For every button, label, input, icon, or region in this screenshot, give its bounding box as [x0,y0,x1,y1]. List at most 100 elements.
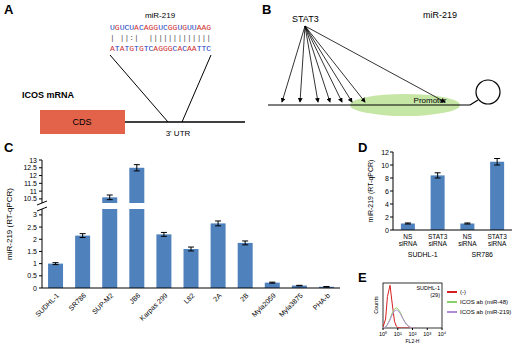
bar [211,223,226,288]
error-cap [134,170,140,171]
hairpin-loop [476,80,500,104]
x-tick-label: NSsiRNA [458,233,477,247]
x-tick-label: NSsiRNA [399,233,418,247]
x-tick-label: Karpas 299 [138,292,169,323]
utr-line [125,121,245,123]
error-cap [215,220,221,221]
binding-arrow [300,26,305,102]
pairing: | ||:| ||||||||||||| [110,33,211,42]
plot-area [48,165,334,288]
error-cap [188,247,194,248]
error-bar [296,285,302,286]
binding-arrow [305,26,318,102]
error-bar [215,221,221,226]
x-tick [412,328,413,330]
x-tick-label: JB6 [128,292,142,306]
error-bar [161,232,167,236]
y-tick-label: 13 [29,157,37,164]
y-tick-label: 11 [30,188,37,195]
cds-label: CDS [72,117,91,127]
error-cap [80,237,86,238]
binding-arrow [305,26,445,102]
error-cap [405,224,411,225]
y-tick [39,191,42,192]
error-cap [296,285,302,286]
base: C [206,44,211,53]
x-tick-label: STAT3siRNA [428,233,448,247]
y-tick-label: 12 [29,172,37,179]
error-cap [161,236,167,237]
bar [48,264,63,288]
error-stem [218,221,219,226]
mirna-label: miR-219 [145,11,176,20]
error-cap [161,232,167,233]
factor-label: STAT3 [292,14,319,24]
panel-letter: E [358,270,367,285]
y-tick [390,178,393,179]
error-cap [435,172,441,173]
y-tick [39,227,42,228]
y-tick-label: 12.5 [23,164,37,171]
y-tick [390,152,393,153]
x-tick-label: SR786 [67,292,87,312]
x-tick [383,328,384,330]
label-line: siRNA [428,240,447,247]
bar [460,224,474,231]
bar [265,283,280,288]
y-tick-label: 2.5 [27,224,37,231]
error-cap [107,199,113,200]
label-line: NS [403,233,413,240]
panel-letter: B [262,2,271,17]
bar [129,168,144,288]
y-tick-label: 10.5 [23,195,37,202]
label-line: SUDHL-1 [416,285,440,291]
target-sequence: ATATGTGTCAGGGCACAATTC [110,44,211,53]
x-tick-label: 2B [239,292,250,303]
plot-area [401,159,504,231]
x-tick-label: 10¹ [394,331,402,337]
x-tick-label: 10³ [423,331,431,337]
x-tick-label: 10⁰ [379,331,387,337]
binding-arrow [305,26,342,102]
error-cap [405,222,411,223]
y-tick [39,239,42,240]
error-cap [464,222,470,223]
y-tick-label: 8 [385,175,389,182]
binding-arrow [305,26,365,102]
error-stem [191,247,192,251]
group-label: SR786 [472,251,494,258]
x-tick-label: SUP-M2 [91,292,115,316]
error-cap [464,224,470,225]
error-cap [269,283,275,284]
y-tick-label: 0 [33,285,37,292]
label-line: STAT3 [428,233,448,240]
panel-letter: D [358,140,367,155]
bar [490,162,504,230]
axis-break [36,203,340,209]
gene-label: ICOS mRNA [22,90,75,100]
x-tick [397,328,398,330]
x-axis-label: FL2-H [406,338,420,344]
label-line: STAT3 [487,233,507,240]
x-axis [42,288,340,289]
x-tick [442,328,443,330]
x-tick [427,328,428,330]
y-tick [39,160,42,161]
error-cap [296,285,302,286]
bar [238,243,253,288]
base: | [206,33,211,42]
error-cap [323,286,329,287]
error-cap [107,195,113,196]
x-tick-label: Myla3875 [278,292,305,319]
error-bar [242,241,248,245]
error-bar [134,165,140,171]
legend-swatch [447,301,457,303]
label-line: siRNA [488,240,507,247]
x-tick-label: 10⁴ [438,331,447,337]
utr-label: 3' UTR [166,129,191,138]
y-axis-label: miR-219 (RT-qPCR) [5,188,14,260]
zoom-line [182,55,211,122]
legend-swatch [447,311,457,313]
plot-area [383,285,415,328]
group-label: SUDHL-1 [408,251,438,258]
